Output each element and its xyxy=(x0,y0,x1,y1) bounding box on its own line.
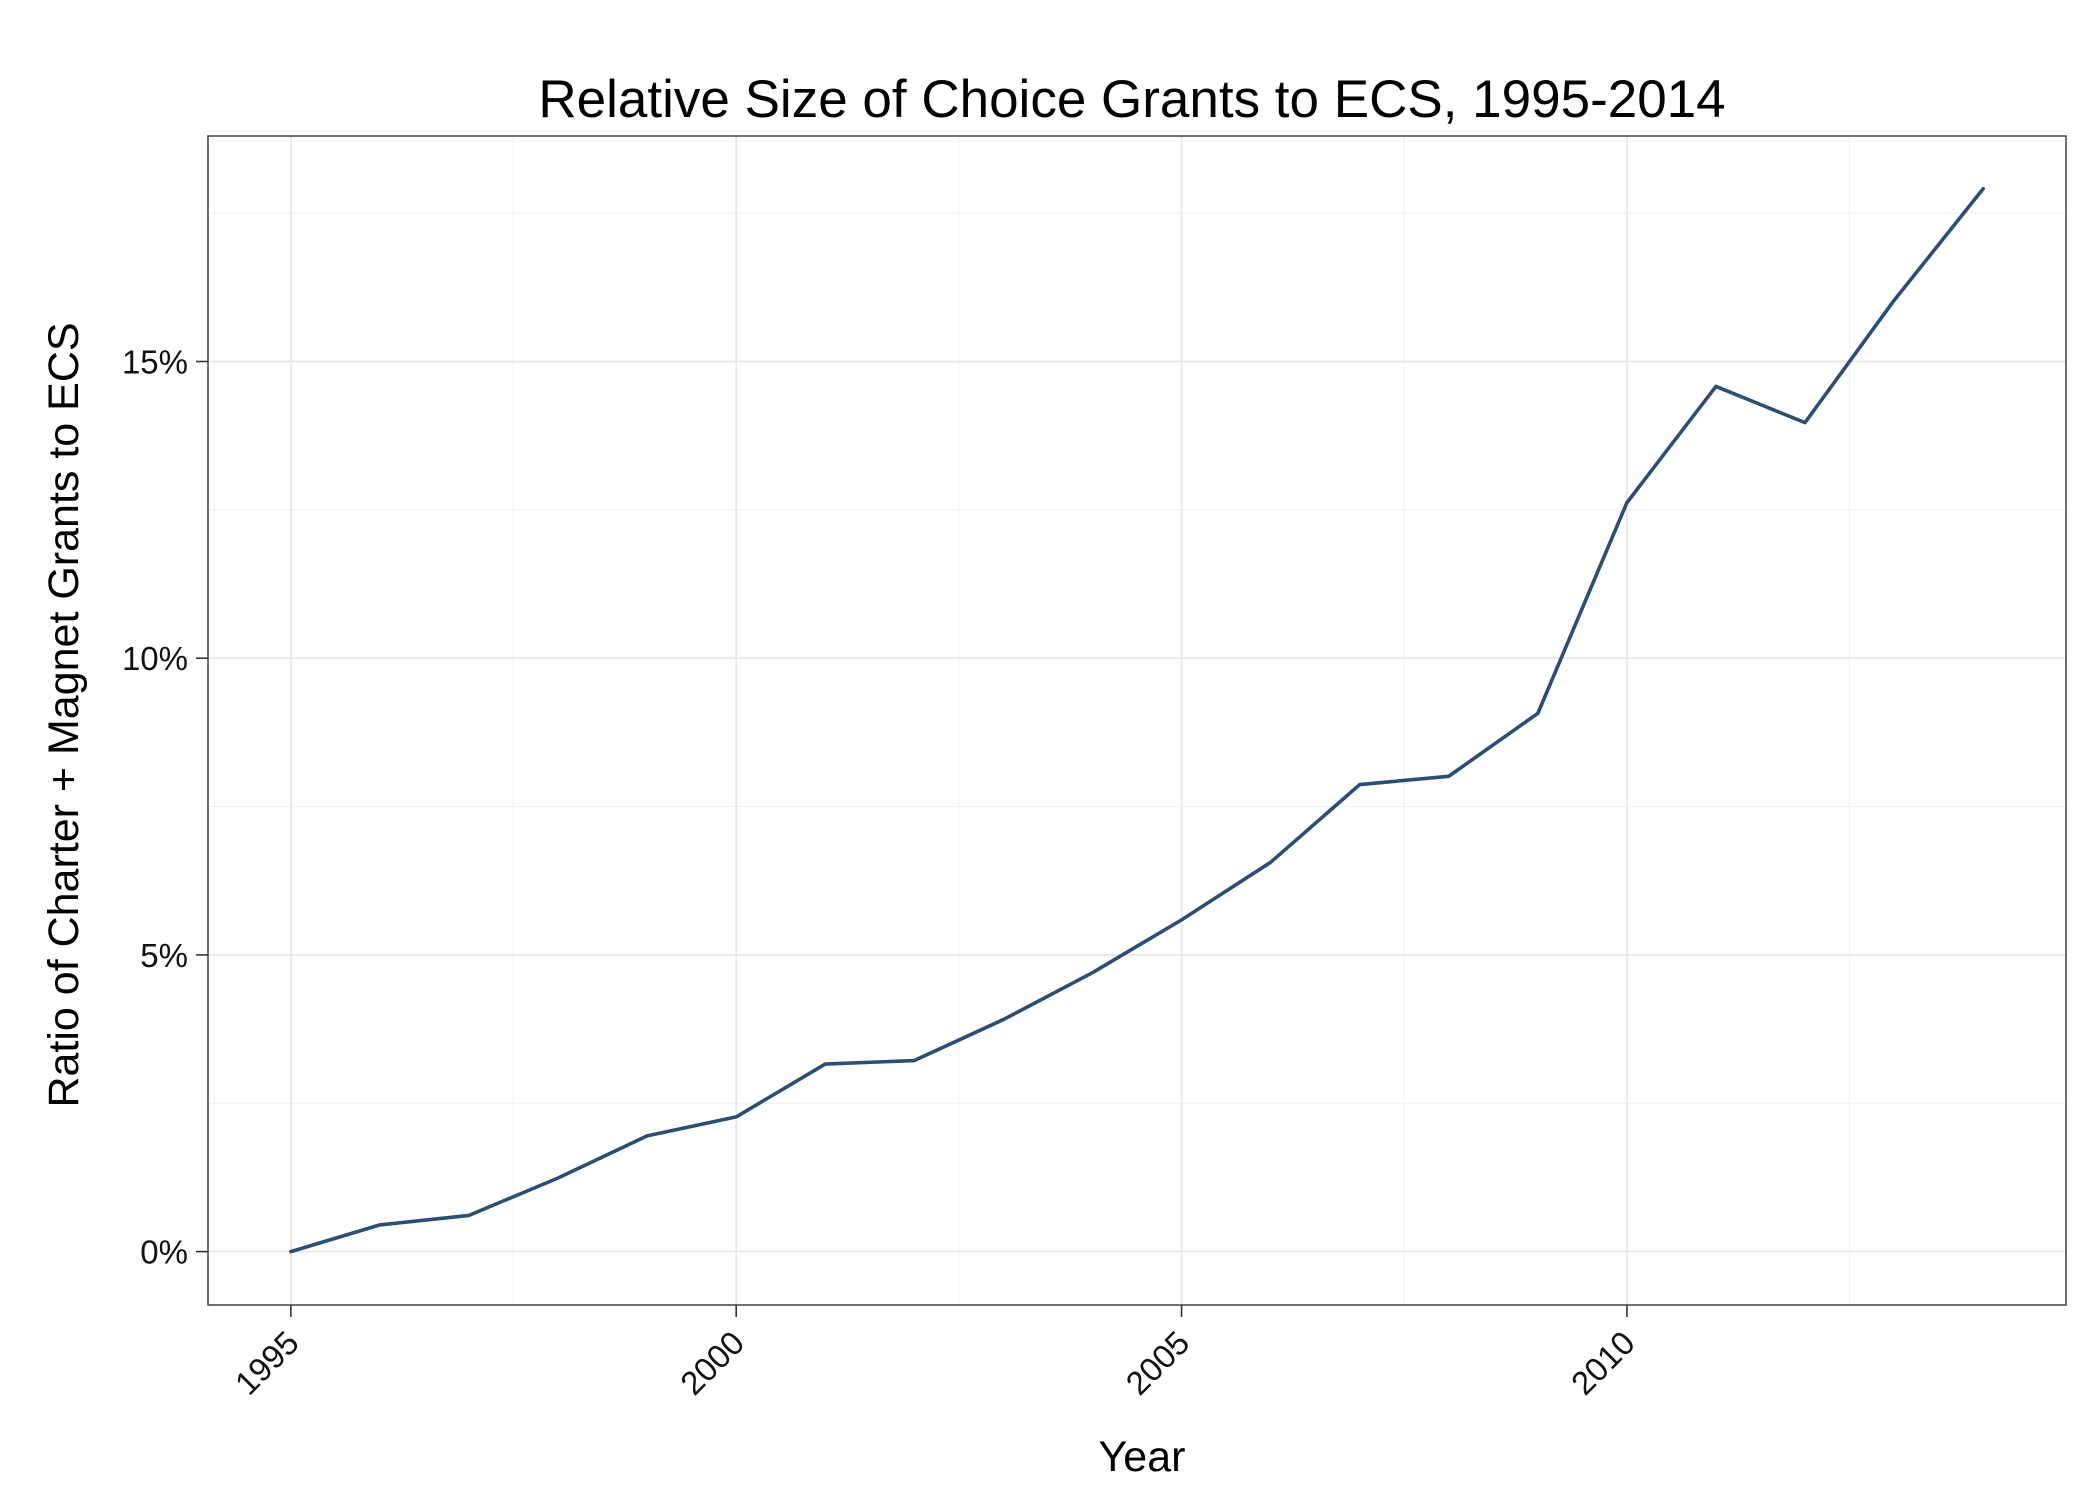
x-tick-label: 2010 xyxy=(1564,1324,1642,1402)
chart-title: Relative Size of Choice Grants to ECS, 1… xyxy=(538,70,1725,129)
grid-lines xyxy=(208,136,2066,1305)
x-axis-title: Year xyxy=(1099,1433,1186,1481)
series-line xyxy=(289,187,1985,1254)
y-tick-label: 10% xyxy=(122,640,188,677)
y-tick-label: 0% xyxy=(140,1234,188,1271)
series-layer xyxy=(289,187,1985,1254)
plot-panel-border xyxy=(207,135,2067,1306)
axes: 1995 2000 2005 2010 0% 5% 10% 15% xyxy=(122,343,1642,1401)
y-tick-label: 5% xyxy=(140,937,188,974)
x-tick-label: 1995 xyxy=(228,1324,306,1402)
x-tick-label: 2005 xyxy=(1118,1324,1196,1402)
y-tick-label: 15% xyxy=(122,343,188,380)
y-axis-title: Ratio of Charter + Magnet Grants to ECS xyxy=(40,322,88,1107)
x-tick-label: 2000 xyxy=(673,1324,751,1402)
